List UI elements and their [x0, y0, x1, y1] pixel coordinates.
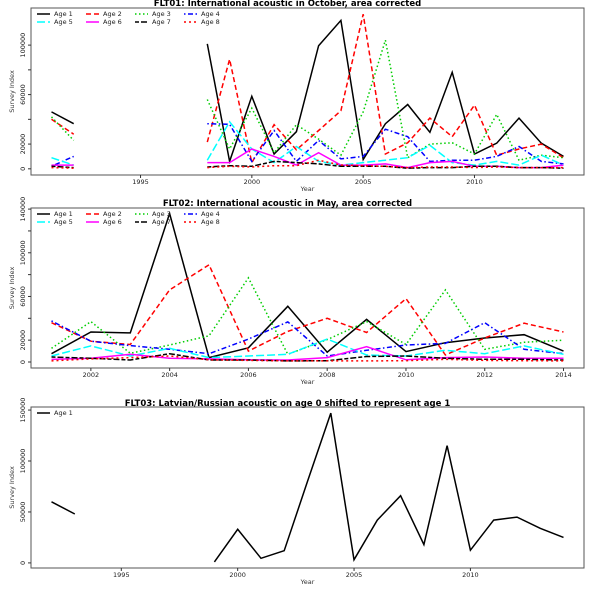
x-tick-label: 2010 [398, 371, 415, 379]
chart-title: FLT03: Latvian/Russian acoustic on age 0… [125, 399, 451, 409]
x-axis-label: Year [300, 185, 315, 193]
y-tick-label: 20000 [19, 134, 27, 155]
series-line-age-4 [207, 122, 564, 165]
legend-label: Age 3 [152, 10, 171, 18]
series-line-age-1 [51, 210, 564, 359]
x-tick-label: 2002 [83, 371, 100, 379]
legend-label: Age 2 [103, 210, 122, 218]
x-tick-label: 2000 [244, 178, 261, 186]
y-axis-label: Survey Index [8, 466, 16, 509]
legend-label: Age 6 [103, 18, 122, 26]
series-line-age-1 [51, 501, 76, 515]
x-axis-label: Year [300, 578, 315, 586]
x-tick-label: 2004 [161, 371, 178, 379]
chart-panel-3: FLT03: Latvian/Russian acoustic on age 0… [8, 398, 585, 586]
x-tick-label: 2005 [346, 571, 363, 579]
y-tick-label: 140000 [19, 197, 27, 222]
legend-label: Age 8 [201, 18, 220, 26]
x-tick-label: 2000 [229, 571, 246, 579]
series-line-age-7 [51, 165, 74, 169]
x-tick-label: 2012 [476, 371, 493, 379]
y-tick-label: 150000 [19, 398, 27, 423]
y-tick-label: 60000 [19, 84, 27, 105]
x-tick-label: 1995 [132, 178, 149, 186]
chart-panel-2: FLT02: International acoustic in May, ar… [8, 197, 585, 386]
series-line-age-7 [207, 160, 564, 169]
y-axis-label: Survey Index [8, 70, 16, 113]
legend-label: Age 6 [103, 218, 122, 226]
legend-label: Age 3 [152, 210, 171, 218]
legend-label: Age 8 [201, 218, 220, 226]
x-tick-label: 2010 [462, 571, 479, 579]
legend-label: Age 7 [152, 218, 171, 226]
series-line-age-2 [206, 14, 564, 165]
y-tick-label: 100000 [19, 33, 27, 58]
chart-title: FLT02: International acoustic in May, ar… [163, 199, 412, 209]
series-line-age-5 [51, 156, 74, 166]
series-line-age-2 [51, 263, 564, 356]
y-tick-label: 100000 [19, 240, 27, 265]
x-tick-label: 2005 [355, 178, 372, 186]
series-line-age-3 [50, 116, 75, 141]
series-line-age-1 [51, 111, 75, 125]
y-tick-label: 20000 [19, 330, 27, 351]
legend-label: Age 1 [54, 10, 73, 18]
series-line-age-7 [51, 352, 564, 362]
legend-label: Age 4 [201, 10, 220, 18]
series-line-age-8 [51, 166, 74, 169]
series-line-age-8 [51, 355, 564, 362]
legend-label: Age 5 [54, 18, 73, 26]
y-tick-label: 0 [19, 561, 27, 565]
x-axis-label: Year [300, 378, 315, 386]
y-tick-label: 50000 [19, 502, 27, 523]
legend-label: Age 7 [152, 18, 171, 26]
plot-frame [30, 406, 585, 569]
series-line-age-4 [51, 320, 564, 357]
series-line-age-1 [213, 412, 564, 563]
y-axis-label: Survey Index [8, 267, 16, 310]
series-line-age-5 [206, 120, 564, 166]
y-tick-label: 60000 [19, 286, 27, 307]
x-tick-label: 2008 [319, 371, 336, 379]
x-tick-label: 2006 [240, 371, 257, 379]
plot-frame [30, 7, 585, 176]
legend-label: Age 4 [201, 210, 220, 218]
x-tick-label: 2014 [555, 371, 572, 379]
legend-label: Age 1 [54, 210, 73, 218]
plot-frame [30, 207, 585, 369]
series-line-age-1 [206, 18, 564, 165]
x-tick-label: 1995 [113, 571, 130, 579]
y-tick-label: 0 [19, 360, 27, 364]
series-line-age-3 [206, 39, 564, 162]
series-line-age-3 [51, 276, 564, 356]
legend-label: Age 5 [54, 218, 73, 226]
chart-panel-1: FLT01: International acoustic in October… [8, 0, 585, 193]
chart-title: FLT01: International acoustic in October… [154, 0, 421, 9]
y-tick-label: 0 [19, 167, 27, 171]
y-tick-label: 100000 [19, 449, 27, 474]
legend-label: Age 2 [103, 10, 122, 18]
legend-label: Age 1 [54, 409, 73, 417]
x-tick-label: 2010 [466, 178, 483, 186]
series-line-age-6 [51, 345, 564, 361]
series-line-age-2 [51, 118, 75, 135]
